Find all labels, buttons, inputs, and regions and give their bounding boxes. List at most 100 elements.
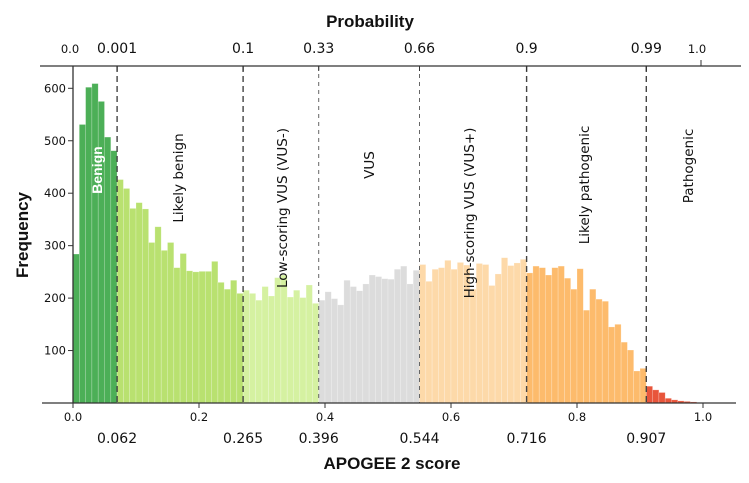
y-tick-label: 400 [44,186,66,200]
histogram-bar [104,136,112,404]
y-tick-label: 500 [44,134,66,148]
histogram-bar [293,289,301,404]
threshold-probability-label: 0.9 [515,41,537,57]
histogram-bar [72,253,80,404]
histogram-bar [608,326,616,404]
y-tick-label: 600 [44,81,66,95]
y-ticks: 100 200 300 400 500 600 [44,81,73,358]
y-tick-label: 100 [44,344,66,358]
histogram-bar [545,274,553,404]
histogram-bar [633,370,641,404]
x-axis-label: APOGEE 2 score [323,454,460,473]
histogram-bar [91,83,99,404]
histogram-bar [412,270,420,404]
histogram-bar [305,284,313,404]
histogram-bar [419,264,427,404]
histogram-bar [343,279,351,404]
histogram-bar [664,397,672,404]
histogram-bar [488,285,496,404]
histogram-bar [601,300,609,404]
histogram-bar [261,286,269,404]
histogram-bar [135,202,143,404]
x-tick-label: 0.0 [64,410,82,424]
histogram-bar [154,226,162,404]
region-label: Likely benign [171,133,187,222]
histogram-bar [444,260,452,404]
histogram-bar [324,291,332,404]
histogram-bar [123,188,131,404]
histogram-bar [198,271,206,404]
histogram-bar [482,264,490,404]
histogram-bar [513,262,521,404]
x-tick-label: 1.0 [694,410,712,424]
histogram-bar [217,282,225,404]
threshold-probability-label: 0.1 [232,41,254,57]
histogram-bar [330,298,338,404]
x-tick-label: 0.6 [442,410,460,424]
histogram-bar [614,324,622,404]
histogram-bar [267,295,275,404]
histogram-bar [167,242,175,404]
histogram-bar [236,293,244,404]
histogram-bar [494,273,502,404]
x-tick-label: 0.2 [190,410,208,424]
x-tick-label: 0.4 [316,410,334,424]
histogram-bar [538,267,546,404]
histogram-bar [576,268,584,404]
histogram-bar [173,267,181,404]
region-label: Likely pathogenic [577,126,593,245]
histogram-bar [286,296,294,404]
histogram-bar [501,257,508,404]
threshold-probability-label: 0.001 [97,41,137,57]
histogram-bar [375,276,382,404]
top-tick-label: 1.0 [688,42,706,56]
threshold-lines [116,66,647,403]
histogram-bar [85,86,93,404]
histogram-bar [507,265,515,404]
histogram-bar [129,208,137,404]
threshold-score-label: 0.716 [507,431,547,447]
histogram-bar [223,288,231,404]
histogram-bar [406,283,414,404]
x-ticks: 0.062 0.265 0.396 0.544 0.716 0.907 0.0 0.2 0.4 0… [64,403,712,447]
histogram-bar [362,283,370,404]
histogram-bar [595,298,603,404]
histogram-bar [110,150,118,404]
region-label: VUS [362,151,378,179]
region-label: Pathogenic [681,129,697,204]
histogram-bar [349,286,357,404]
histogram-bar [299,297,307,404]
top-tick-label: 0.0 [61,42,79,56]
threshold-probability-label: 0.99 [631,41,662,57]
histogram-bar [564,277,572,404]
histogram-bar [589,288,597,404]
chart-title: Probability [326,12,414,31]
threshold-score-label: 0.062 [97,431,137,447]
threshold-score-label: 0.907 [626,431,666,447]
histogram-bar [368,274,376,404]
histogram-bar [652,389,660,404]
histogram-bar [639,368,647,404]
histogram-bar [249,293,256,404]
histogram-bar [381,278,389,404]
histogram-bar [179,253,187,404]
histogram-bar [274,277,282,404]
region-label: Benign [89,146,105,193]
histogram-bar [387,278,395,404]
histogram-bar [356,290,364,404]
histogram-bar [469,288,477,404]
histogram-bar [551,267,559,404]
histogram-bar [186,270,193,404]
histogram-bar [192,271,200,404]
threshold-score-label: 0.265 [223,431,263,447]
histogram-bar [79,124,86,404]
threshold-score-label: 0.396 [299,431,339,447]
threshold-probability-label: 0.66 [404,41,435,57]
threshold-score-label: 0.544 [399,431,439,447]
histogram-bar [519,258,527,404]
histogram-bar [526,272,534,404]
histogram-bar [570,288,578,404]
histogram-bar [312,303,319,404]
histogram-bar [255,299,263,404]
